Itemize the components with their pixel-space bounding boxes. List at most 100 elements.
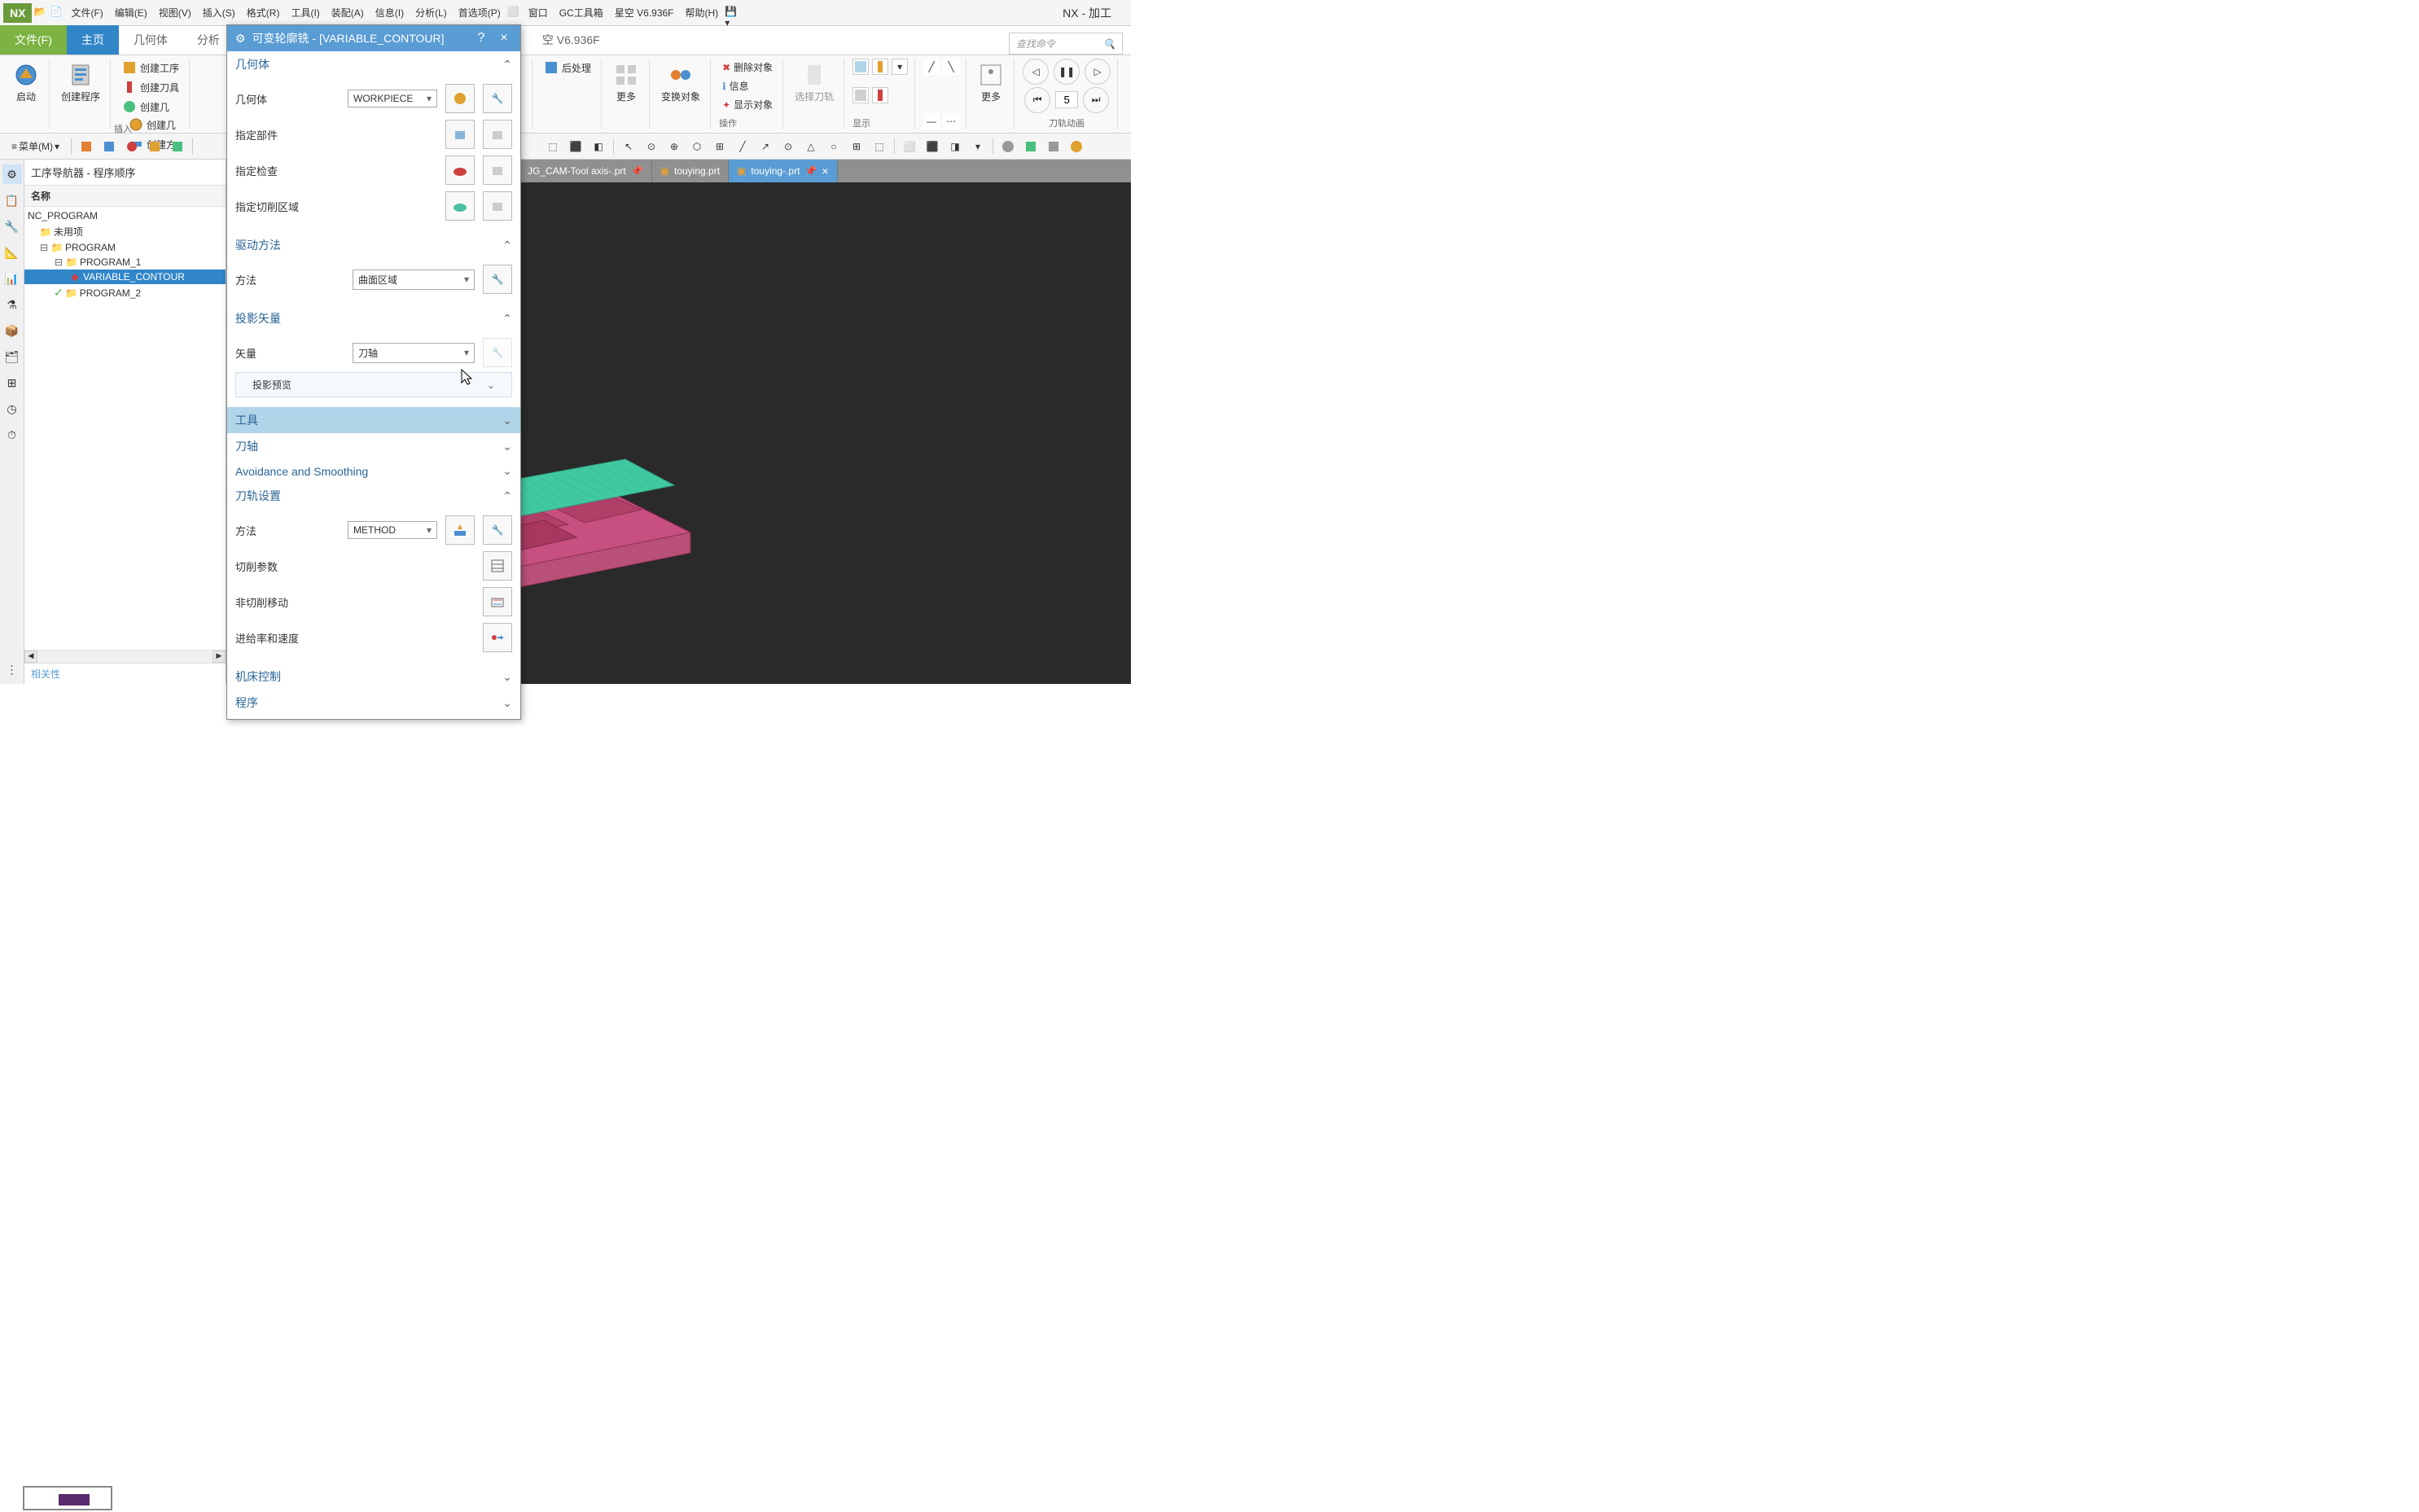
menu-dropdown-button[interactable]: ≡ 菜单(M) ▾ bbox=[5, 136, 66, 156]
spec-cut-display-button[interactable] bbox=[483, 191, 512, 221]
postprocess-button[interactable]: 后处理 bbox=[541, 59, 594, 77]
qat-snap-7[interactable]: ↗ bbox=[756, 137, 775, 156]
menu-format[interactable]: 格式(R) bbox=[242, 2, 285, 23]
menu-info[interactable]: 信息(I) bbox=[370, 2, 409, 23]
qat-snap-9[interactable]: △ bbox=[801, 137, 821, 156]
line-icon-3[interactable]: — bbox=[923, 113, 940, 129]
nav-hscroll-right[interactable]: ▶ bbox=[213, 651, 226, 663]
proj-preview-row[interactable]: 投影预览 ⌄ bbox=[235, 372, 512, 397]
doc-tab-2[interactable]: ▣ touying.prt bbox=[652, 160, 729, 182]
rail-gear-button[interactable]: ⚙ bbox=[2, 164, 22, 184]
qat-btn-5[interactable] bbox=[168, 137, 187, 156]
create-geom-button[interactable]: 创建几 bbox=[119, 98, 182, 116]
qat-btn-4[interactable] bbox=[145, 137, 164, 156]
navigator-col-header[interactable]: 名称 bbox=[24, 186, 226, 207]
qat-render-4[interactable] bbox=[1067, 137, 1086, 156]
ribbon-tab-geom[interactable]: 几何体 bbox=[119, 25, 182, 55]
menu-tools[interactable]: 工具(I) bbox=[286, 2, 324, 23]
bottom-thumbnail[interactable] bbox=[23, 1486, 112, 1510]
dialog-titlebar[interactable]: ⚙ 可变轮廓铣 - [VARIABLE_CONTOUR] ? × bbox=[227, 25, 520, 51]
qat-snap-11[interactable]: ⊞ bbox=[847, 137, 866, 156]
spec-cut-button[interactable] bbox=[445, 191, 475, 221]
proj-vector-select[interactable]: 刀轴 ▾ bbox=[353, 343, 475, 363]
rail-btn-4[interactable]: 📐 bbox=[2, 243, 22, 262]
menu-edit[interactable]: 编辑(E) bbox=[110, 2, 152, 23]
tree-unused[interactable]: 📁 未用项 bbox=[24, 223, 226, 240]
qat-snap-4[interactable]: ⬡ bbox=[687, 137, 707, 156]
drive-method-select[interactable]: 曲面区域 ▾ bbox=[353, 270, 475, 290]
ribbon-tab-home[interactable]: 主页 bbox=[67, 25, 119, 55]
qat-snap-3[interactable]: ⊕ bbox=[664, 137, 684, 156]
tree-varcontour[interactable]: ◆ VARIABLE_CONTOUR bbox=[24, 270, 226, 284]
section-toolaxis-header[interactable]: 刀轴 ⌄ bbox=[227, 433, 520, 459]
save-dropdown-icon[interactable]: 💾▾ bbox=[725, 6, 739, 20]
qat-snap-12[interactable]: ⬚ bbox=[870, 137, 889, 156]
qat-sel-1[interactable]: ⬚ bbox=[543, 137, 563, 156]
tree-program2[interactable]: ✓ 📁 PROGRAM_2 bbox=[24, 284, 226, 301]
qat-btn-1[interactable] bbox=[77, 137, 96, 156]
path-method-edit-button[interactable]: 🔧 bbox=[483, 515, 512, 545]
rail-btn-3[interactable]: 🔧 bbox=[2, 217, 22, 236]
section-prog-header[interactable]: 程序 ⌄ bbox=[227, 690, 520, 716]
qat-sel-2[interactable]: ⬛ bbox=[566, 137, 585, 156]
feed-speed-button[interactable] bbox=[483, 623, 512, 652]
display-icon-4[interactable] bbox=[852, 87, 869, 103]
menu-gc[interactable]: GC工具箱 bbox=[554, 2, 608, 23]
rail-btn-5[interactable]: 📊 bbox=[2, 269, 22, 288]
more1-button[interactable]: 更多 bbox=[610, 59, 642, 107]
qat-snap-6[interactable]: ╱ bbox=[733, 137, 752, 156]
noncut-move-button[interactable] bbox=[483, 587, 512, 616]
info-button[interactable]: ℹ 信息 bbox=[719, 77, 776, 94]
nav-hscroll-left[interactable]: ◀ bbox=[24, 651, 37, 663]
qat-render-2[interactable] bbox=[1021, 137, 1041, 156]
qat-view-2[interactable]: ⬛ bbox=[922, 137, 942, 156]
rail-btn-8[interactable]: 🗂 bbox=[2, 347, 22, 366]
doc-tab-3[interactable]: ▣ touying-.prt 📌 × bbox=[729, 160, 838, 182]
create-program-button[interactable]: 创建程序 bbox=[58, 59, 103, 107]
qat-render-1[interactable] bbox=[998, 137, 1018, 156]
open-icon[interactable]: 📂 bbox=[33, 6, 48, 20]
tree-program[interactable]: ⊟ 📁 PROGRAM bbox=[24, 240, 226, 255]
qat-sel-3[interactable]: ◧ bbox=[589, 137, 608, 156]
qat-snap-2[interactable]: ⊙ bbox=[642, 137, 661, 156]
qat-snap-10[interactable]: ○ bbox=[824, 137, 844, 156]
line-icon-4[interactable]: ⋯ bbox=[943, 113, 959, 129]
line-icon-2[interactable]: ╲ bbox=[943, 59, 959, 75]
tree-root[interactable]: NC_PROGRAM bbox=[24, 208, 226, 223]
sel-tool-button[interactable]: 选择刀轨 bbox=[791, 59, 837, 107]
display-icon-3[interactable]: ▾ bbox=[892, 59, 908, 75]
anim-prev-button[interactable]: ◁ bbox=[1023, 59, 1049, 85]
pin-icon[interactable]: 📌 bbox=[631, 165, 643, 177]
ribbon-tab-file[interactable]: 文件(F) bbox=[0, 25, 67, 55]
display-icon-5[interactable] bbox=[872, 87, 888, 103]
close-icon[interactable]: × bbox=[822, 164, 828, 177]
rail-btn-10[interactable]: ◷ bbox=[2, 399, 22, 419]
geometry-select[interactable]: WORKPIECE ▾ bbox=[348, 90, 437, 107]
spec-check-button[interactable] bbox=[445, 156, 475, 185]
qat-view-3[interactable]: ◨ bbox=[945, 137, 965, 156]
delete-obj-button[interactable]: ✖ 删除对象 bbox=[719, 59, 776, 76]
display-icon-1[interactable] bbox=[852, 59, 869, 75]
section-path-header[interactable]: 刀轨设置 ⌃ bbox=[227, 483, 520, 509]
qat-btn-2[interactable] bbox=[99, 137, 119, 156]
menu-assembly[interactable]: 装配(A) bbox=[326, 2, 369, 23]
rail-btn-7[interactable]: 📦 bbox=[2, 321, 22, 340]
menu-view[interactable]: 视图(V) bbox=[154, 2, 196, 23]
qat-snap-8[interactable]: ⊙ bbox=[778, 137, 798, 156]
section-desc-header[interactable]: 描述 ⌄ bbox=[227, 716, 520, 719]
start-button[interactable]: 启动 bbox=[10, 59, 42, 107]
pin-icon[interactable]: 📌 bbox=[804, 165, 817, 177]
qat-view-4[interactable]: ▾ bbox=[968, 137, 988, 156]
tree-toggle-program1[interactable]: ⊟ bbox=[54, 256, 64, 268]
nav-hscroll[interactable]: ◀ ▶ bbox=[24, 650, 226, 663]
create-op2-button[interactable]: 创建几 bbox=[125, 116, 179, 134]
show-obj-button[interactable]: ✦ 显示对象 bbox=[719, 96, 776, 113]
rail-btn-11[interactable]: ⏱ bbox=[2, 425, 22, 445]
nav-hscroll-track[interactable] bbox=[37, 651, 213, 663]
menu-window[interactable]: 窗口 bbox=[524, 2, 553, 23]
spec-part-display-button[interactable] bbox=[483, 120, 512, 149]
menu-file[interactable]: 文件(F) bbox=[66, 2, 107, 23]
anim-next-button[interactable]: ▷ bbox=[1085, 59, 1111, 85]
qat-snap-5[interactable]: ⊞ bbox=[710, 137, 730, 156]
menu-insert[interactable]: 插入(S) bbox=[198, 2, 240, 23]
